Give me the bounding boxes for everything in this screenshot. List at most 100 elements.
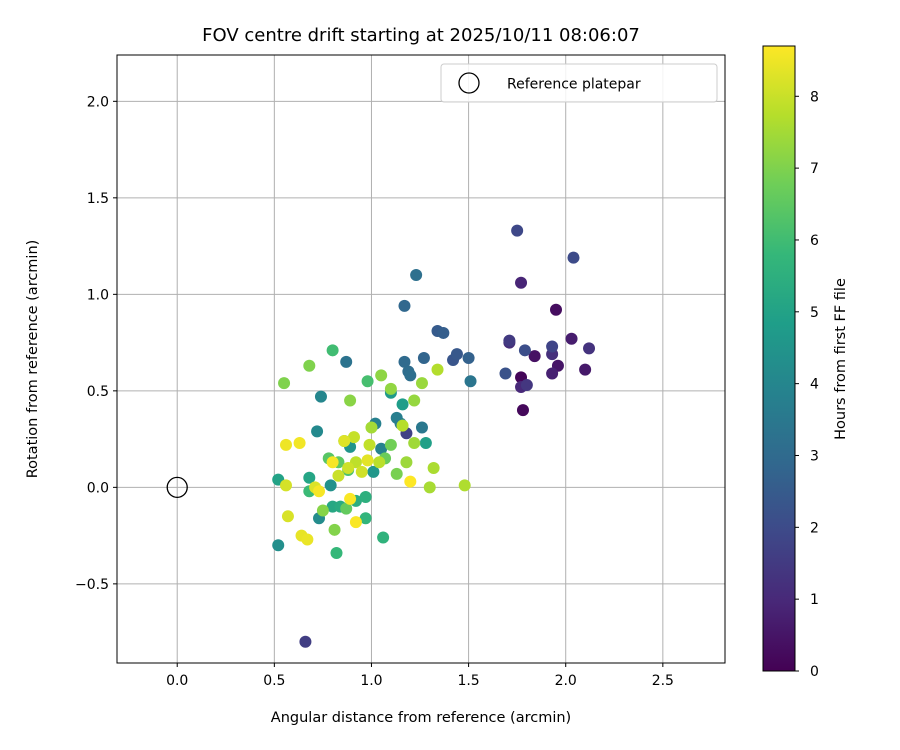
data-point xyxy=(404,369,417,382)
y-axis-label: Rotation from reference (arcmin) xyxy=(25,240,41,479)
legend-entry-label: Reference platepar xyxy=(507,77,641,93)
y-tick-label: 0.5 xyxy=(87,384,109,400)
data-point xyxy=(347,431,360,444)
data-point xyxy=(437,326,450,339)
data-point xyxy=(293,436,306,449)
data-point xyxy=(375,369,388,382)
x-tick-label: 2.5 xyxy=(652,673,674,689)
x-axis-label: Angular distance from reference (arcmin) xyxy=(271,710,571,726)
data-point xyxy=(398,299,411,312)
colorbar-tick-label: 3 xyxy=(810,448,819,464)
data-point xyxy=(313,485,326,498)
data-point xyxy=(316,504,329,517)
y-tick-label: 0.0 xyxy=(87,480,109,496)
data-point xyxy=(396,419,409,432)
grid-lines xyxy=(117,55,725,663)
data-point xyxy=(344,492,357,505)
colorbar-tick-label: 6 xyxy=(810,233,819,249)
data-point xyxy=(365,421,378,434)
data-point xyxy=(516,404,529,417)
data-point xyxy=(324,479,337,492)
data-point xyxy=(279,479,292,492)
data-point xyxy=(458,479,471,492)
colorbar-tick-label: 7 xyxy=(810,161,819,177)
data-point xyxy=(427,462,440,475)
colorbar-tick-label: 0 xyxy=(810,664,819,680)
x-axis-ticks: 0.0 0.5 1.0 1.5 2.0 2.5 xyxy=(166,663,674,689)
colorbar-label: Hours from first FF file xyxy=(833,278,849,440)
data-point xyxy=(408,436,421,449)
data-point xyxy=(328,523,341,536)
data-points xyxy=(166,224,596,648)
data-point xyxy=(279,438,292,451)
data-point xyxy=(363,438,376,451)
y-axis-ticks: −0.5 0.0 0.5 1.0 1.5 2.0 xyxy=(75,94,117,593)
data-point xyxy=(311,425,324,438)
data-point xyxy=(272,539,285,552)
colorbar-tick-label: 8 xyxy=(810,89,819,105)
data-point xyxy=(565,332,578,345)
chart-title: FOV centre drift starting at 2025/10/11 … xyxy=(202,25,640,46)
data-point xyxy=(515,276,528,289)
data-point xyxy=(342,462,355,475)
data-point xyxy=(579,363,592,376)
data-point xyxy=(400,456,413,469)
data-point xyxy=(281,510,294,523)
legend-box xyxy=(440,63,718,103)
data-point xyxy=(431,363,444,376)
data-point xyxy=(511,224,524,237)
data-point xyxy=(326,456,339,469)
data-point xyxy=(355,465,368,478)
data-point xyxy=(546,367,559,380)
data-point xyxy=(314,390,327,403)
colorbar-gradient xyxy=(762,45,796,672)
data-point xyxy=(423,481,436,494)
data-point xyxy=(361,375,374,388)
y-tick-label: 2.0 xyxy=(87,94,109,110)
data-point xyxy=(398,355,411,368)
legend-reference-marker xyxy=(458,72,480,94)
y-tick-label: 1.0 xyxy=(87,287,109,303)
y-tick-label: −0.5 xyxy=(75,577,109,593)
data-point xyxy=(332,469,345,482)
x-tick-label: 2.0 xyxy=(555,673,577,689)
data-point xyxy=(419,436,432,449)
data-point xyxy=(384,382,397,395)
data-point xyxy=(499,367,512,380)
data-point xyxy=(326,344,339,357)
colorbar: 0 1 2 3 4 5 6 7 8 Hours from first FF file xyxy=(762,45,849,680)
data-point xyxy=(518,344,531,357)
data-point xyxy=(384,438,397,451)
plot-frame xyxy=(116,54,726,664)
data-point xyxy=(303,471,316,484)
x-tick-label: 1.0 xyxy=(360,673,382,689)
data-point xyxy=(340,355,353,368)
data-point xyxy=(462,352,475,365)
data-point xyxy=(330,546,343,559)
data-point xyxy=(396,398,409,411)
data-point xyxy=(340,502,353,515)
data-point xyxy=(520,379,533,392)
x-tick-label: 0.0 xyxy=(166,673,188,689)
colorbar-tick-label: 1 xyxy=(810,592,819,608)
data-point xyxy=(546,340,559,353)
data-point xyxy=(390,467,403,480)
legend: Reference platepar xyxy=(440,63,718,103)
data-point xyxy=(583,342,596,355)
data-point xyxy=(344,394,357,407)
data-point xyxy=(278,377,291,390)
data-point xyxy=(415,421,428,434)
data-point xyxy=(303,359,316,372)
data-point xyxy=(550,303,563,316)
data-point xyxy=(375,442,388,455)
data-point xyxy=(404,475,417,488)
data-point xyxy=(361,454,374,467)
reference-platepar-marker xyxy=(166,476,188,499)
data-point xyxy=(567,251,580,264)
data-point xyxy=(299,635,312,648)
data-point xyxy=(528,350,541,363)
data-point xyxy=(367,465,380,478)
data-point xyxy=(410,269,423,282)
data-point xyxy=(415,377,428,390)
